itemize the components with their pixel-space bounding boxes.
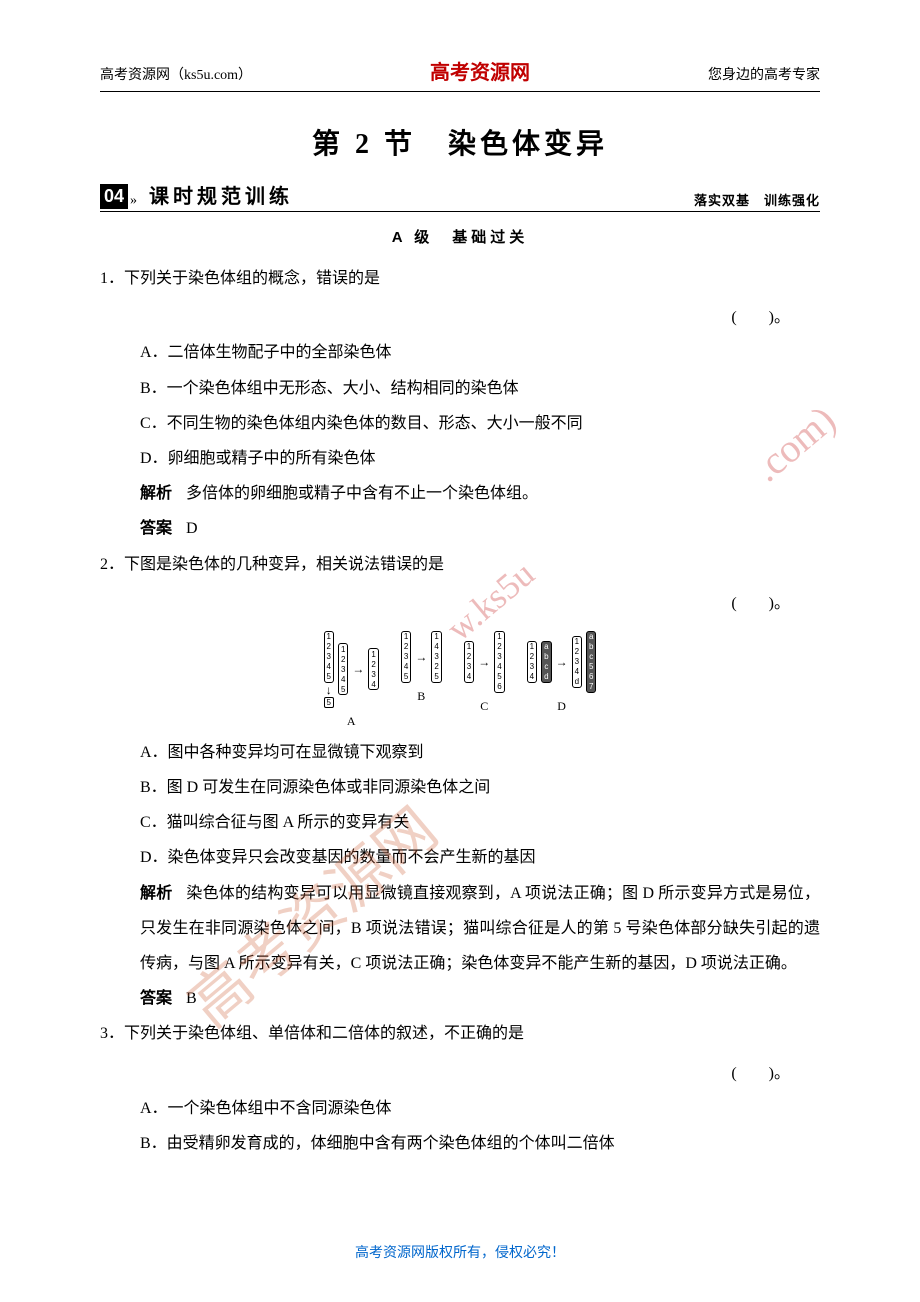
q1-stem: 1．下列关于染色体组的概念，错误的是 [100, 261, 820, 296]
page: .com) w.ks5u 高考资源网 高考资源网（ks5u.com） 高考资源网… [0, 0, 920, 1302]
q2-opt-b: B．图 D 可发生在同源染色体或非同源染色体之间 [140, 770, 820, 805]
header-left: 高考资源网（ks5u.com） [100, 64, 252, 84]
diagram-a: 12345 ↓5 12345 → 1234 A [324, 631, 379, 729]
page-footer: 高考资源网版权所有，侵权必究！ [0, 1242, 920, 1262]
section-badge: 04 [100, 184, 128, 209]
q2-stem: 2．下图是染色体的几种变异，相关说法错误的是 [100, 547, 820, 582]
section-title: 课时规范训练 [149, 180, 293, 209]
q2-options: A．图中各种变异均可在显微镜下观察到 B．图 D 可发生在同源染色体或非同源染色… [100, 735, 820, 876]
q1-opt-c: C．不同生物的染色体组内染色体的数目、形态、大小一般不同 [140, 406, 820, 441]
q2-opt-a: A．图中各种变异均可在显微镜下观察到 [140, 735, 820, 770]
q3-stem: 3．下列关于染色体组、单倍体和二倍体的叙述，不正确的是 [100, 1016, 820, 1051]
q1-expl-label: 解析 [140, 485, 172, 502]
q2-answer: 答案B [100, 981, 820, 1016]
section-right: 落实双基 训练强化 [694, 190, 820, 209]
q2-diagram: 12345 ↓5 12345 → 1234 A 12345 → 14325 B [100, 631, 820, 729]
q2-ans-label: 答案 [140, 990, 172, 1007]
page-title: 第 2 节 染色体变异 [100, 122, 820, 162]
q2-num: 2． [100, 556, 124, 573]
diagram-c: 1234 → 123456 C [464, 631, 505, 714]
q2-opt-d: D．染色体变异只会改变基因的数量而不会产生新的基因 [140, 840, 820, 875]
q3-num: 3． [100, 1025, 124, 1042]
q2-explanation: 解析染色体的结构变异可以用显微镜直接观察到，A 项说法正确；图 D 所示变异方式… [100, 876, 820, 982]
section-bar: 04 » 课时规范训练 落实双基 训练强化 [100, 180, 820, 212]
diagram-b: 12345 → 14325 B [401, 631, 442, 704]
q2-opt-c: C．猫叫综合征与图 A 所示的变异有关 [140, 805, 820, 840]
q1-opt-b: B．一个染色体组中无形态、大小、结构相同的染色体 [140, 371, 820, 406]
header-center: 高考资源网 [252, 56, 708, 85]
q2-expl-label: 解析 [140, 885, 172, 902]
q1-num: 1． [100, 270, 124, 287]
q3-paren: ( )。 [100, 1056, 820, 1091]
q3-opt-a: A．一个染色体组中不含同源染色体 [140, 1091, 820, 1126]
q3-opt-b: B．由受精卵发育成的，体细胞中含有两个染色体组的个体叫二倍体 [140, 1126, 820, 1161]
q1-explanation: 解析多倍体的卵细胞或精子中含有不止一个染色体组。 [100, 476, 820, 511]
q2-paren: ( )。 [100, 586, 820, 621]
section-arrows: » [130, 193, 137, 209]
q1-answer: 答案D [100, 511, 820, 546]
q1-opt-a: A．二倍体生物配子中的全部染色体 [140, 335, 820, 370]
q1-opt-d: D．卵细胞或精子中的所有染色体 [140, 441, 820, 476]
level-label: A 级 基础过关 [100, 226, 820, 247]
q1-ans-label: 答案 [140, 520, 172, 537]
diagram-d: 1234 abcd → 1234d abc567 D [527, 631, 597, 714]
q3-options: A．一个染色体组中不含同源染色体 B．由受精卵发育成的，体细胞中含有两个染色体组… [100, 1091, 820, 1161]
page-header: 高考资源网（ks5u.com） 高考资源网 您身边的高考专家 [100, 56, 820, 92]
q1-paren: ( )。 [100, 300, 820, 335]
header-right: 您身边的高考专家 [708, 64, 820, 84]
q1-options: A．二倍体生物配子中的全部染色体 B．一个染色体组中无形态、大小、结构相同的染色… [100, 335, 820, 476]
